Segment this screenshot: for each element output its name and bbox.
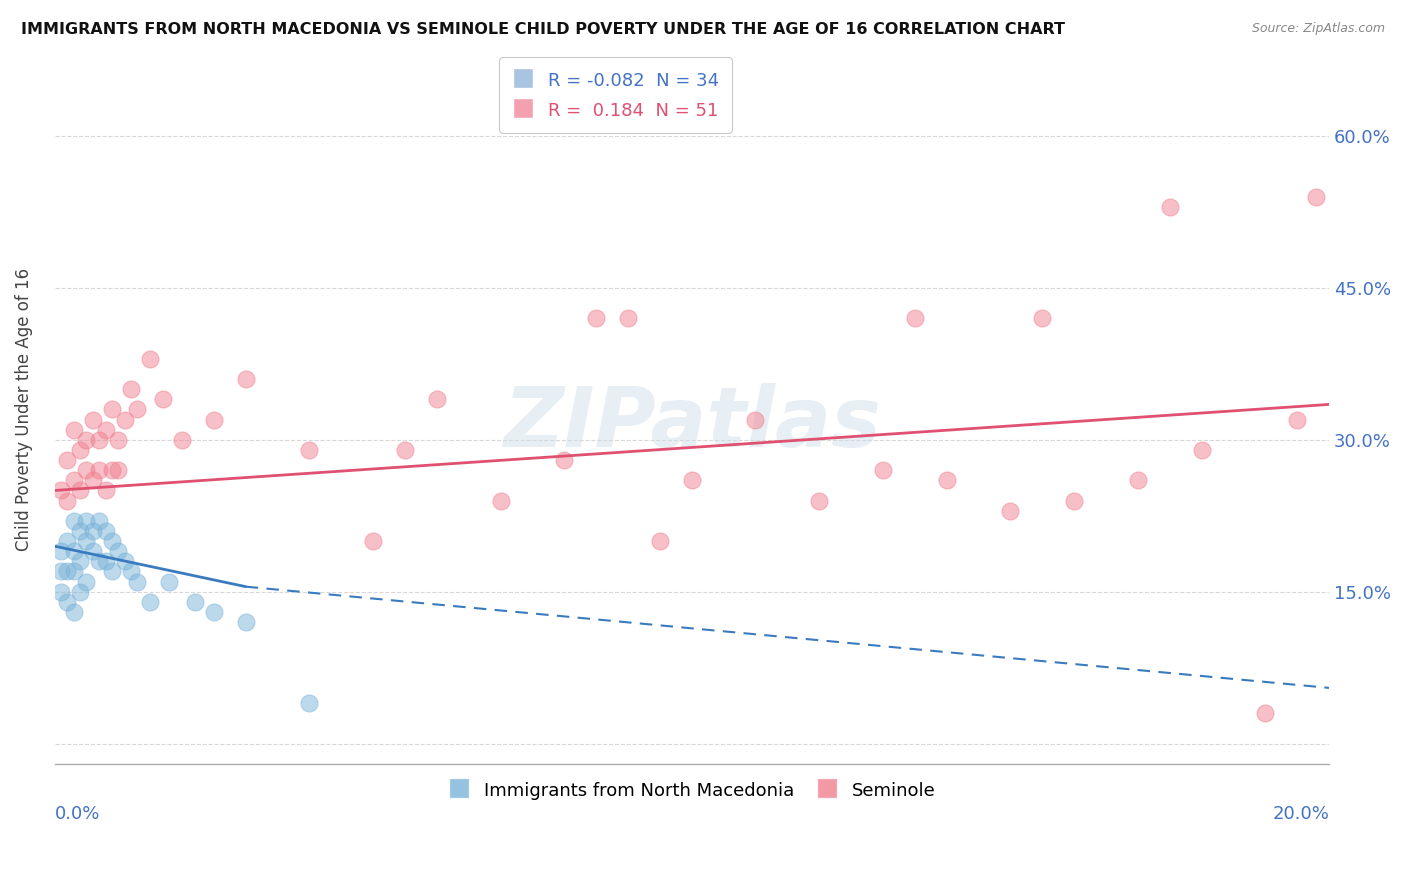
Point bbox=[56, 534, 79, 549]
Point bbox=[69, 442, 91, 457]
Point bbox=[69, 524, 91, 538]
Point bbox=[49, 483, 72, 498]
Point bbox=[489, 493, 512, 508]
Text: 0.0%: 0.0% bbox=[55, 805, 100, 823]
Point bbox=[114, 554, 136, 568]
Point bbox=[56, 595, 79, 609]
Point bbox=[127, 574, 149, 589]
Point bbox=[89, 554, 111, 568]
Text: ZIPatlas: ZIPatlas bbox=[503, 384, 880, 464]
Point bbox=[361, 534, 384, 549]
Point bbox=[120, 382, 142, 396]
Point bbox=[62, 605, 84, 619]
Legend: Immigrants from North Macedonia, Seminole: Immigrants from North Macedonia, Seminol… bbox=[440, 772, 943, 808]
Point bbox=[183, 595, 205, 609]
Point bbox=[56, 453, 79, 467]
Point bbox=[89, 433, 111, 447]
Point bbox=[202, 412, 225, 426]
Text: 20.0%: 20.0% bbox=[1272, 805, 1329, 823]
Point bbox=[82, 524, 104, 538]
Point bbox=[75, 463, 97, 477]
Point bbox=[157, 574, 180, 589]
Point bbox=[1126, 474, 1149, 488]
Point bbox=[426, 392, 449, 407]
Point bbox=[107, 433, 129, 447]
Point bbox=[94, 524, 117, 538]
Point bbox=[89, 514, 111, 528]
Point bbox=[808, 493, 831, 508]
Point bbox=[75, 433, 97, 447]
Point bbox=[62, 423, 84, 437]
Point bbox=[170, 433, 193, 447]
Point bbox=[82, 412, 104, 426]
Point bbox=[681, 474, 703, 488]
Point bbox=[49, 584, 72, 599]
Point bbox=[62, 474, 84, 488]
Point bbox=[1305, 190, 1327, 204]
Point bbox=[1254, 706, 1277, 721]
Point bbox=[1286, 412, 1309, 426]
Point bbox=[82, 474, 104, 488]
Point bbox=[114, 412, 136, 426]
Point bbox=[298, 696, 321, 710]
Point bbox=[107, 463, 129, 477]
Point bbox=[94, 423, 117, 437]
Point bbox=[235, 372, 257, 386]
Point bbox=[56, 565, 79, 579]
Point bbox=[101, 402, 124, 417]
Point bbox=[62, 544, 84, 558]
Point bbox=[1031, 311, 1053, 326]
Point bbox=[202, 605, 225, 619]
Point bbox=[69, 483, 91, 498]
Point bbox=[101, 565, 124, 579]
Point bbox=[101, 534, 124, 549]
Point bbox=[553, 453, 575, 467]
Point bbox=[94, 483, 117, 498]
Text: IMMIGRANTS FROM NORTH MACEDONIA VS SEMINOLE CHILD POVERTY UNDER THE AGE OF 16 CO: IMMIGRANTS FROM NORTH MACEDONIA VS SEMIN… bbox=[21, 22, 1066, 37]
Point bbox=[1159, 200, 1181, 214]
Point bbox=[585, 311, 607, 326]
Point bbox=[648, 534, 671, 549]
Point bbox=[62, 514, 84, 528]
Point bbox=[82, 544, 104, 558]
Text: Source: ZipAtlas.com: Source: ZipAtlas.com bbox=[1251, 22, 1385, 36]
Point bbox=[94, 554, 117, 568]
Point bbox=[107, 544, 129, 558]
Point bbox=[139, 351, 162, 366]
Point bbox=[744, 412, 766, 426]
Point bbox=[75, 574, 97, 589]
Point bbox=[49, 565, 72, 579]
Point bbox=[904, 311, 927, 326]
Point bbox=[1063, 493, 1085, 508]
Point bbox=[394, 442, 416, 457]
Point bbox=[89, 463, 111, 477]
Y-axis label: Child Poverty Under the Age of 16: Child Poverty Under the Age of 16 bbox=[15, 268, 32, 551]
Point bbox=[75, 514, 97, 528]
Point bbox=[152, 392, 174, 407]
Point bbox=[69, 554, 91, 568]
Point bbox=[101, 463, 124, 477]
Point bbox=[617, 311, 640, 326]
Point bbox=[49, 544, 72, 558]
Point bbox=[235, 615, 257, 629]
Point bbox=[56, 493, 79, 508]
Point bbox=[127, 402, 149, 417]
Point bbox=[69, 584, 91, 599]
Point bbox=[872, 463, 894, 477]
Point bbox=[75, 534, 97, 549]
Point bbox=[935, 474, 957, 488]
Point bbox=[120, 565, 142, 579]
Point bbox=[62, 565, 84, 579]
Point bbox=[1000, 504, 1022, 518]
Point bbox=[139, 595, 162, 609]
Point bbox=[1191, 442, 1213, 457]
Point bbox=[298, 442, 321, 457]
